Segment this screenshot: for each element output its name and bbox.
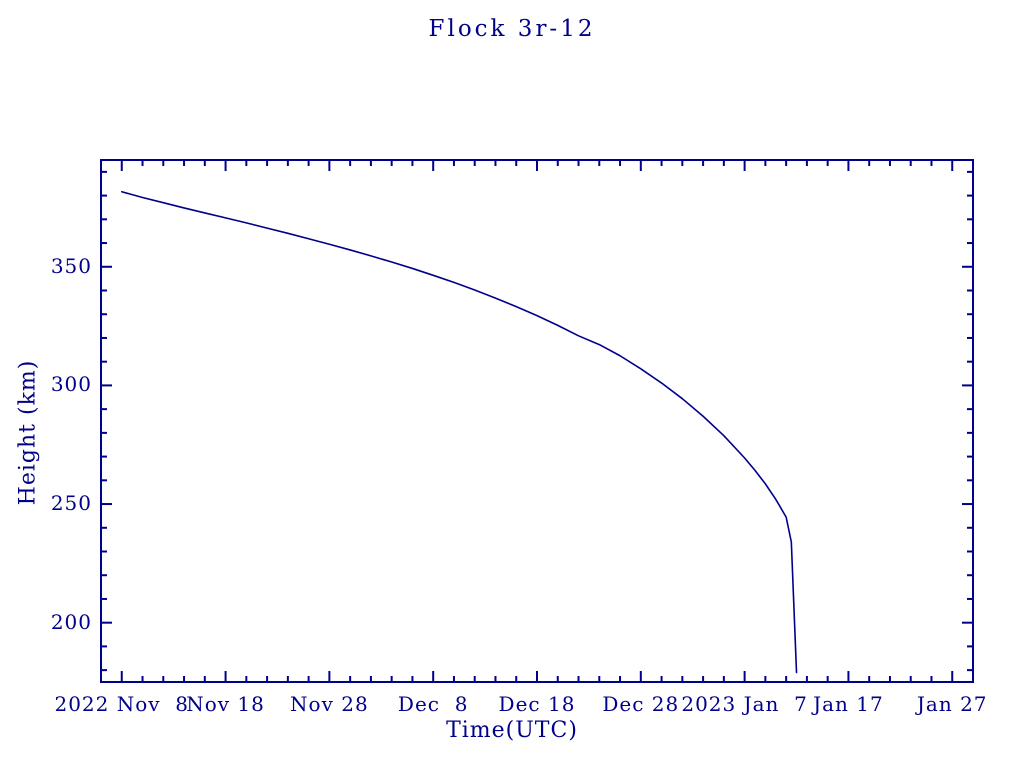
x-tick-label: Jan 27	[916, 692, 988, 716]
plot-frame	[100, 159, 974, 683]
x-tick-label: 2022 Nov 8	[54, 692, 190, 716]
x-tick-label: 2023 Jan 7	[681, 692, 808, 716]
x-tick-label: Nov 18	[186, 692, 265, 716]
y-tick-label: 250	[50, 491, 92, 516]
x-tick-label: Dec 18	[498, 692, 576, 716]
chart-title: Flock 3r-12	[428, 16, 596, 42]
x-axis-title: Time(UTC)	[446, 718, 578, 743]
x-tick-label: Dec 8	[397, 692, 469, 716]
x-tick-label: Dec 28	[602, 692, 680, 716]
x-tick-label: Nov 28	[290, 692, 369, 716]
y-axis-title: Height (km)	[15, 359, 41, 506]
y-tick-label: 300	[50, 372, 92, 397]
x-tick-label: Jan 17	[813, 692, 884, 716]
y-tick-label: 200	[50, 609, 92, 634]
y-tick-label: 350	[50, 253, 92, 278]
data-series-line-0	[120, 190, 798, 674]
